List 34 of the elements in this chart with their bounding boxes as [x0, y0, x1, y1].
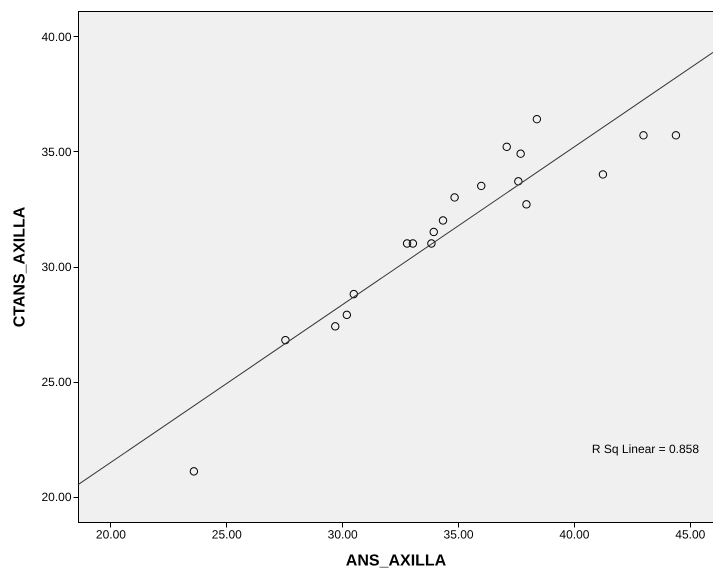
point — [438, 216, 448, 225]
point — [639, 131, 648, 140]
x-axis-title: ANS_AXILLA — [346, 552, 447, 570]
x-tick-label: 35.00 — [444, 528, 474, 542]
point — [281, 336, 290, 344]
point — [516, 150, 525, 158]
point — [190, 467, 198, 476]
point — [430, 228, 438, 236]
y-tick-label: 30.00 — [41, 260, 72, 274]
y-axis-title: CTANS_AXILLA — [11, 206, 28, 328]
x-tick-label: 20.00 — [96, 528, 126, 542]
point — [522, 200, 531, 209]
y-tick-label: 25.00 — [41, 375, 72, 390]
x-tick-label: 45.00 — [675, 528, 706, 542]
point — [514, 177, 523, 186]
x-tick-label: 30.00 — [328, 528, 358, 542]
point — [350, 290, 358, 298]
annotation: R Sq Linear = 0.858 — [592, 442, 700, 456]
point — [672, 131, 680, 140]
y-tick-label: 40.00 — [41, 30, 72, 44]
y-tick-label: 35.00 — [41, 144, 72, 159]
point — [342, 310, 352, 320]
point — [477, 182, 486, 190]
point — [408, 239, 418, 248]
point — [331, 322, 340, 331]
point — [402, 239, 412, 248]
point — [450, 193, 459, 202]
y-tick-label: 20.00 — [41, 490, 72, 504]
point — [598, 170, 608, 179]
x-tick-label: 25.00 — [212, 528, 242, 542]
point — [532, 114, 542, 124]
point — [502, 142, 511, 152]
x-tick-label: 40.00 — [559, 528, 590, 542]
point — [427, 239, 436, 248]
